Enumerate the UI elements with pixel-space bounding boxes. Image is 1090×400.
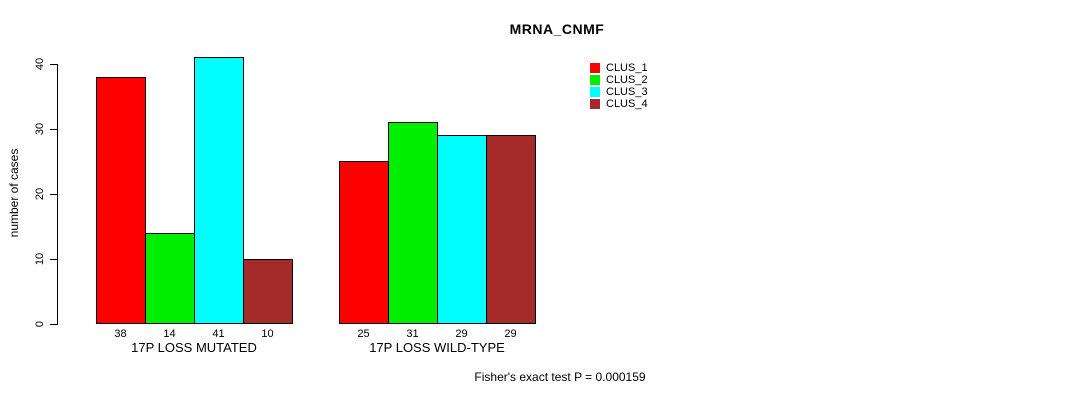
- legend-label: CLUS_1: [606, 62, 648, 74]
- legend-color-swatch: [590, 99, 600, 109]
- bar-clus_4-group1: [243, 259, 293, 324]
- y-axis-tick: [50, 194, 58, 195]
- legend-entry-clus_4: CLUS_4: [590, 98, 648, 110]
- bar-clus_2-group1: [145, 233, 195, 324]
- bar-value-label: 10: [261, 328, 274, 340]
- legend-label: CLUS_2: [606, 74, 648, 86]
- y-axis-title: number of cases: [7, 148, 21, 238]
- bar-value-label: 41: [212, 328, 225, 340]
- bar-value-label: 29: [455, 328, 468, 340]
- category-label: 17P LOSS WILD-TYPE: [369, 340, 505, 355]
- legend-label: CLUS_3: [606, 86, 648, 98]
- y-axis-tick-label: 0: [34, 320, 46, 328]
- bar-clus_1-group2: [339, 161, 389, 324]
- legend-label: CLUS_4: [606, 98, 648, 110]
- bar-clus_3-group2: [437, 135, 487, 324]
- y-axis-tick-label: 20: [34, 187, 46, 201]
- legend-color-swatch: [590, 63, 600, 73]
- bar-clus_1-group1: [96, 77, 146, 324]
- legend-entry-clus_3: CLUS_3: [590, 86, 648, 98]
- bar-value-label: 31: [406, 328, 419, 340]
- bar-value-label: 25: [357, 328, 370, 340]
- legend: CLUS_1 CLUS_2 CLUS_3 CLUS_4: [590, 63, 648, 111]
- bar-value-label: 38: [114, 328, 127, 340]
- legend-entry-clus_2: CLUS_2: [590, 74, 648, 86]
- legend-entry-clus_1: CLUS_1: [590, 62, 648, 74]
- bar-value-label: 14: [163, 328, 176, 340]
- y-axis-tick: [50, 259, 58, 260]
- bar-clus_2-group2: [388, 122, 438, 324]
- y-axis-tick-label: 40: [34, 57, 46, 71]
- y-axis-tick-label: 10: [34, 252, 46, 266]
- legend-color-swatch: [590, 87, 600, 97]
- chart-title: MRNA_CNMF: [509, 21, 605, 37]
- y-axis-tick: [50, 324, 58, 325]
- y-axis-tick-label: 30: [34, 122, 46, 136]
- y-axis-tick: [50, 129, 58, 130]
- legend-color-swatch: [590, 75, 600, 85]
- bar-clus_4-group2: [486, 135, 536, 324]
- y-axis-tick: [50, 64, 58, 65]
- fisher-test-annotation: Fisher's exact test P = 0.000159: [474, 370, 646, 384]
- bar-clus_3-group1: [194, 57, 244, 324]
- bar-value-label: 29: [504, 328, 517, 340]
- category-label: 17P LOSS MUTATED: [131, 340, 257, 355]
